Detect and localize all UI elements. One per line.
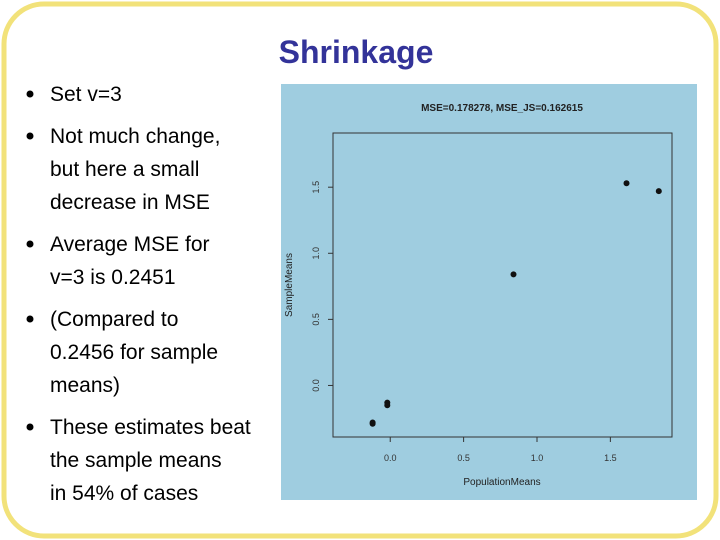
bullet-text: (Compared to — [50, 308, 178, 331]
bullet-text: the sample means — [50, 449, 222, 472]
chart-title: MSE=0.178278, MSE_JS=0.162615 — [421, 103, 583, 114]
x-axis-label: PopulationMeans — [463, 477, 540, 488]
bullet-text: means) — [50, 374, 120, 397]
y-tick-label: 1.0 — [311, 247, 321, 260]
bullet-text: These estimates beat — [50, 416, 251, 439]
bullet-text: 0.2456 for sample — [50, 341, 218, 364]
bullet-text: but here a small — [50, 158, 199, 181]
point — [510, 271, 517, 278]
y-axis-label: SampleMeans — [284, 253, 295, 317]
bullet-dot — [26, 90, 34, 98]
x-tick-label: 0.0 — [384, 453, 397, 463]
point — [384, 402, 391, 409]
point — [623, 180, 630, 187]
y-tick-label: 0.0 — [311, 379, 321, 392]
bullet-dot — [26, 132, 34, 140]
slide-title: Shrinkage — [279, 34, 434, 70]
bullet-text: v=3 is 0.2451 — [50, 266, 176, 289]
bullet-text: decrease in MSE — [50, 191, 210, 214]
bullet-dot — [26, 240, 34, 248]
y-tick-label: 0.5 — [311, 313, 321, 326]
bullet-text: in 54% of cases — [50, 482, 198, 505]
x-tick-label: 1.0 — [531, 453, 544, 463]
x-tick-label: 0.5 — [457, 453, 470, 463]
bullet-text: Not much change, — [50, 125, 220, 148]
bullet-text: Average MSE for — [50, 233, 210, 256]
point — [655, 188, 662, 195]
bullet-text: Set v=3 — [50, 83, 122, 106]
bullet-dot — [26, 423, 34, 431]
bullet-dot — [26, 315, 34, 323]
plot-box — [332, 132, 673, 438]
x-tick-label: 1.5 — [604, 453, 617, 463]
point — [369, 419, 376, 426]
chart-panel — [281, 84, 697, 500]
y-tick-label: 1.5 — [311, 181, 321, 194]
